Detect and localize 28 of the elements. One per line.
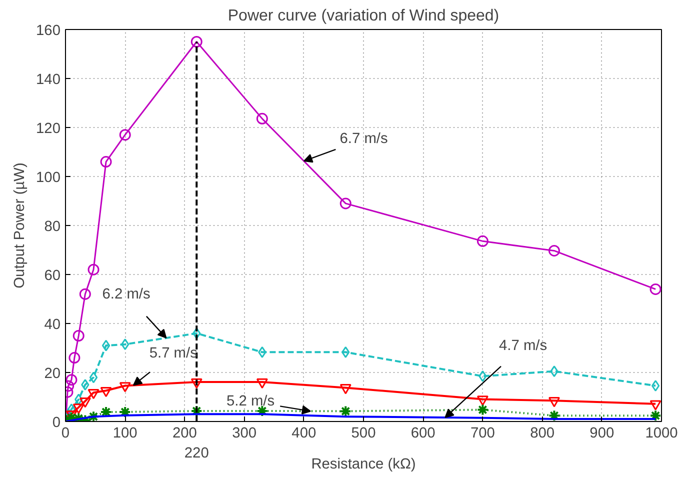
x-axis-title: Resistance (kΩ) — [311, 456, 416, 472]
y-tick-label: 140 — [36, 72, 61, 88]
y-tick-label: 20 — [44, 366, 61, 382]
x-tick-label: 400 — [292, 426, 316, 442]
y-tick-label: 160 — [36, 23, 61, 39]
chart-title: Power curve (variation of Wind speed) — [228, 8, 500, 24]
y-tick-label: 60 — [44, 268, 61, 284]
x-tick-label: 200 — [172, 426, 197, 442]
y-axis-title: Output Power (µW) — [12, 162, 28, 288]
y-tick-label: 80 — [44, 219, 61, 235]
x-tick-label: 800 — [530, 426, 555, 442]
y-tick-label: 40 — [44, 317, 61, 333]
x-tick-label: 600 — [410, 426, 436, 442]
annotation: 5.2 m/s — [226, 393, 275, 410]
y-tick-label: 120 — [36, 121, 61, 137]
annotation: 6.7 m/s — [340, 131, 388, 148]
annotation: 5.7 m/s — [149, 345, 198, 362]
x-tick-label: 700 — [470, 426, 495, 442]
x-tick-label: 100 — [112, 426, 138, 442]
annotation: 6.2 m/s — [102, 286, 150, 302]
ref-line-label: 220 — [184, 446, 209, 462]
x-tick-label: 500 — [351, 426, 376, 442]
x-tick-label: 900 — [590, 426, 614, 442]
x-tick-label: 300 — [232, 426, 257, 442]
x-tick-label: 1000 — [645, 426, 678, 442]
y-tick-label: 0 — [52, 415, 61, 431]
y-tick-label: 100 — [36, 170, 61, 186]
annotation: 4.7 m/s — [498, 338, 548, 354]
